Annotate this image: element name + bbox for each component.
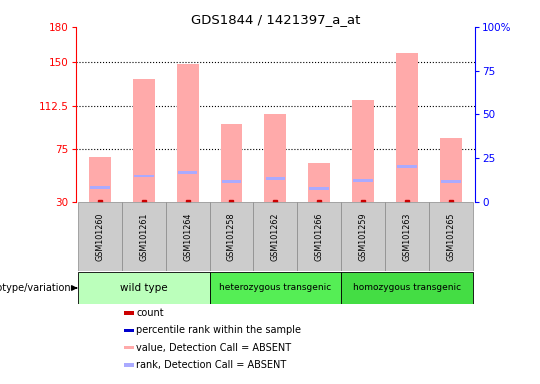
Bar	[124, 363, 134, 367]
Bar	[78, 202, 122, 271]
Bar	[429, 202, 473, 271]
Text: GSM101258: GSM101258	[227, 212, 236, 261]
Bar	[124, 346, 134, 349]
Text: rank, Detection Call = ABSENT: rank, Detection Call = ABSENT	[136, 360, 286, 370]
Bar	[220, 124, 242, 202]
Bar	[352, 100, 374, 202]
Text: genotype/variation: genotype/variation	[0, 283, 72, 293]
Bar	[124, 329, 134, 332]
Bar	[253, 202, 298, 271]
Bar	[265, 114, 286, 202]
Bar	[210, 202, 253, 271]
Bar	[78, 272, 210, 304]
Bar	[341, 272, 473, 304]
Bar	[397, 165, 417, 168]
Bar	[133, 79, 154, 202]
Text: GSM101260: GSM101260	[95, 212, 104, 261]
Bar	[89, 157, 111, 202]
Bar	[309, 187, 329, 190]
Text: GSM101262: GSM101262	[271, 212, 280, 261]
Text: count: count	[136, 308, 164, 318]
Title: GDS1844 / 1421397_a_at: GDS1844 / 1421397_a_at	[191, 13, 360, 26]
Text: GSM101266: GSM101266	[315, 212, 324, 261]
Bar	[134, 174, 153, 177]
Text: percentile rank within the sample: percentile rank within the sample	[136, 325, 301, 335]
Bar	[298, 202, 341, 271]
Text: wild type: wild type	[120, 283, 167, 293]
Bar	[124, 311, 134, 315]
Bar	[122, 202, 166, 271]
Bar	[221, 180, 241, 183]
Text: value, Detection Call = ABSENT: value, Detection Call = ABSENT	[136, 343, 291, 353]
Bar	[441, 180, 461, 183]
Text: GSM101259: GSM101259	[359, 212, 368, 261]
Text: GSM101264: GSM101264	[183, 212, 192, 261]
Bar	[308, 163, 330, 202]
Bar	[90, 186, 110, 189]
Bar	[210, 272, 341, 304]
Bar	[166, 202, 210, 271]
Text: GSM101261: GSM101261	[139, 212, 148, 261]
Bar	[178, 171, 198, 174]
Bar	[385, 202, 429, 271]
Bar	[341, 202, 385, 271]
Bar	[266, 177, 285, 180]
Text: heterozygous transgenic: heterozygous transgenic	[219, 283, 332, 293]
Bar	[353, 179, 373, 182]
Text: homozygous transgenic: homozygous transgenic	[353, 283, 461, 293]
Text: GSM101265: GSM101265	[447, 212, 456, 261]
Text: GSM101263: GSM101263	[403, 212, 411, 261]
Bar	[440, 137, 462, 202]
Bar	[177, 64, 199, 202]
Bar	[396, 53, 418, 202]
